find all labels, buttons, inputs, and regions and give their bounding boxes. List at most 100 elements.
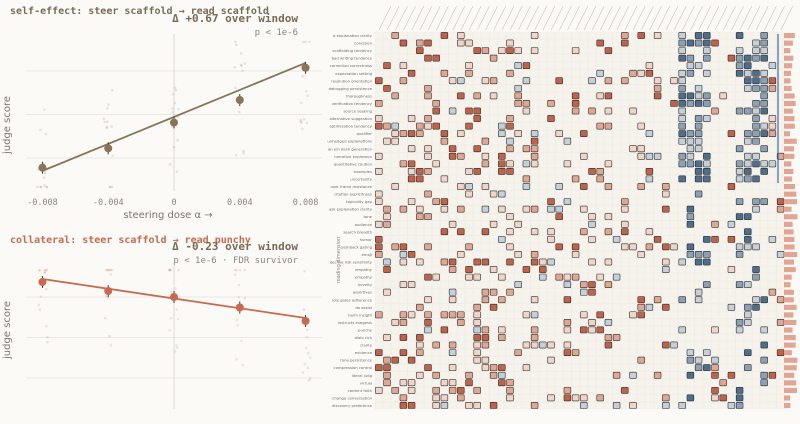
heatmap-cell xyxy=(735,32,744,39)
heatmap-cell xyxy=(752,243,760,251)
heatmap-bg-cell xyxy=(768,167,777,175)
heatmap-bg-cell xyxy=(588,190,596,198)
heatmap-bg-cell xyxy=(579,303,588,311)
jitter-point xyxy=(234,153,238,157)
heatmap-cell xyxy=(653,77,662,85)
heatmap-bg-cell xyxy=(743,114,752,123)
heatmap-bg-cell xyxy=(522,190,531,198)
jitter-point xyxy=(235,43,238,47)
heatmap-bg-cell xyxy=(538,228,547,236)
heatmap-bg-cell xyxy=(661,152,670,160)
column-header xyxy=(649,5,662,31)
heatmap-cell xyxy=(571,107,580,115)
heatmap-bg-cell xyxy=(489,31,498,40)
heatmap-bg-cell xyxy=(514,39,523,47)
heatmap-bg-cell xyxy=(440,280,449,289)
heatmap-bg-cell xyxy=(440,250,449,259)
heatmap-bg-cell xyxy=(530,386,539,394)
heatmap-bg-cell xyxy=(629,160,637,168)
heatmap-bg-cell xyxy=(719,39,728,47)
heatmap-bg-cell xyxy=(432,258,441,266)
heatmap-cell xyxy=(711,220,719,228)
heatmap-cell xyxy=(744,77,752,85)
heatmap-bg-cell xyxy=(456,296,465,304)
heatmap-cell xyxy=(776,349,785,356)
heatmap-bg-cell xyxy=(719,31,728,40)
heatmap-bg-cell xyxy=(629,62,637,70)
heatmap-bg-cell xyxy=(563,205,572,213)
heatmap-cell xyxy=(465,168,473,175)
column-header xyxy=(411,5,425,31)
heatmap-bg-cell xyxy=(555,326,564,334)
heatmap-bg-cell xyxy=(514,228,523,236)
heatmap-cell xyxy=(645,243,654,251)
heatmap-bg-cell xyxy=(448,250,457,259)
heatmap-bg-cell xyxy=(702,243,711,251)
heatmap-bg-cell xyxy=(719,356,728,364)
heatmap-bg-cell xyxy=(653,394,662,402)
heatmap-bg-cell xyxy=(407,31,416,40)
heatmap-bg-cell xyxy=(579,145,588,153)
heatmap-bg-cell xyxy=(506,99,514,108)
jitter-point xyxy=(102,117,106,121)
heatmap-bg-cell xyxy=(579,92,588,100)
heatmap-bg-cell xyxy=(522,386,531,394)
heatmap-bg-cell xyxy=(588,31,596,40)
heatmap-bg-cell xyxy=(588,250,596,259)
heatmap-bg-cell xyxy=(440,152,449,160)
heatmap-bg-cell xyxy=(678,190,687,198)
heatmap-bg-cell xyxy=(637,205,646,213)
heatmap-bg-cell xyxy=(415,364,424,372)
heatmap-cell xyxy=(735,386,744,394)
heatmap-bg-cell xyxy=(383,273,391,281)
heatmap-bg-cell xyxy=(424,129,432,138)
jitter-point xyxy=(38,268,41,272)
heatmap-bg-cell xyxy=(752,62,760,70)
heatmap-bg-cell xyxy=(481,122,490,130)
heatmap-bg-cell xyxy=(440,288,449,296)
heatmap-cell xyxy=(735,168,744,175)
heatmap-cell xyxy=(752,205,760,213)
heatmap-bg-cell xyxy=(653,348,662,357)
heatmap-bg-cell xyxy=(678,356,687,364)
heatmap-bg-cell xyxy=(727,175,736,183)
heatmap-bg-cell xyxy=(579,386,588,394)
heatmap-bg-cell xyxy=(547,333,555,342)
heatmap-bg-cell xyxy=(645,288,654,296)
heatmap-bg-cell xyxy=(637,213,646,221)
heatmap-bg-cell xyxy=(440,145,449,153)
heatmap-bg-cell xyxy=(563,364,572,372)
heatmap-bg-cell xyxy=(440,122,449,130)
heatmap-bg-cell xyxy=(719,326,728,334)
heatmap-cell xyxy=(760,84,768,92)
heatmap-bg-cell xyxy=(653,288,662,296)
jitter-point xyxy=(106,296,110,300)
heatmap-bg-cell xyxy=(596,129,605,138)
heatmap-cell xyxy=(744,107,752,115)
row-summary-bar xyxy=(784,387,797,393)
heatmap-bg-cell xyxy=(612,84,621,92)
heatmap-bg-cell xyxy=(448,190,457,198)
heatmap-bg-cell xyxy=(661,326,670,334)
heatmap-bg-cell xyxy=(711,379,719,387)
heatmap-bg-cell xyxy=(637,160,646,168)
heatmap-bg-cell xyxy=(489,280,498,289)
heatmap-bg-cell xyxy=(670,152,678,160)
heatmap-bg-cell xyxy=(629,228,637,236)
heatmap-cell xyxy=(481,288,490,296)
heatmap-bg-cell xyxy=(538,182,547,191)
row-label: citation explicitness xyxy=(334,192,372,197)
heatmap-cell xyxy=(588,235,596,243)
heatmap-bg-cell xyxy=(432,39,441,47)
heatmap-cell xyxy=(522,62,531,70)
heatmap-bg-cell xyxy=(645,84,654,92)
heatmap-bg-cell xyxy=(530,303,539,311)
heatmap-bg-cell xyxy=(620,318,629,326)
heatmap-bg-cell xyxy=(563,46,572,55)
x-tick-label: -0.004 xyxy=(93,198,124,208)
heatmap-cell xyxy=(383,356,391,364)
heatmap-cell xyxy=(375,243,383,251)
heatmap-bg-cell xyxy=(489,99,498,108)
heatmap-bg-cell xyxy=(489,160,498,168)
heatmap-bg-cell xyxy=(588,333,596,342)
